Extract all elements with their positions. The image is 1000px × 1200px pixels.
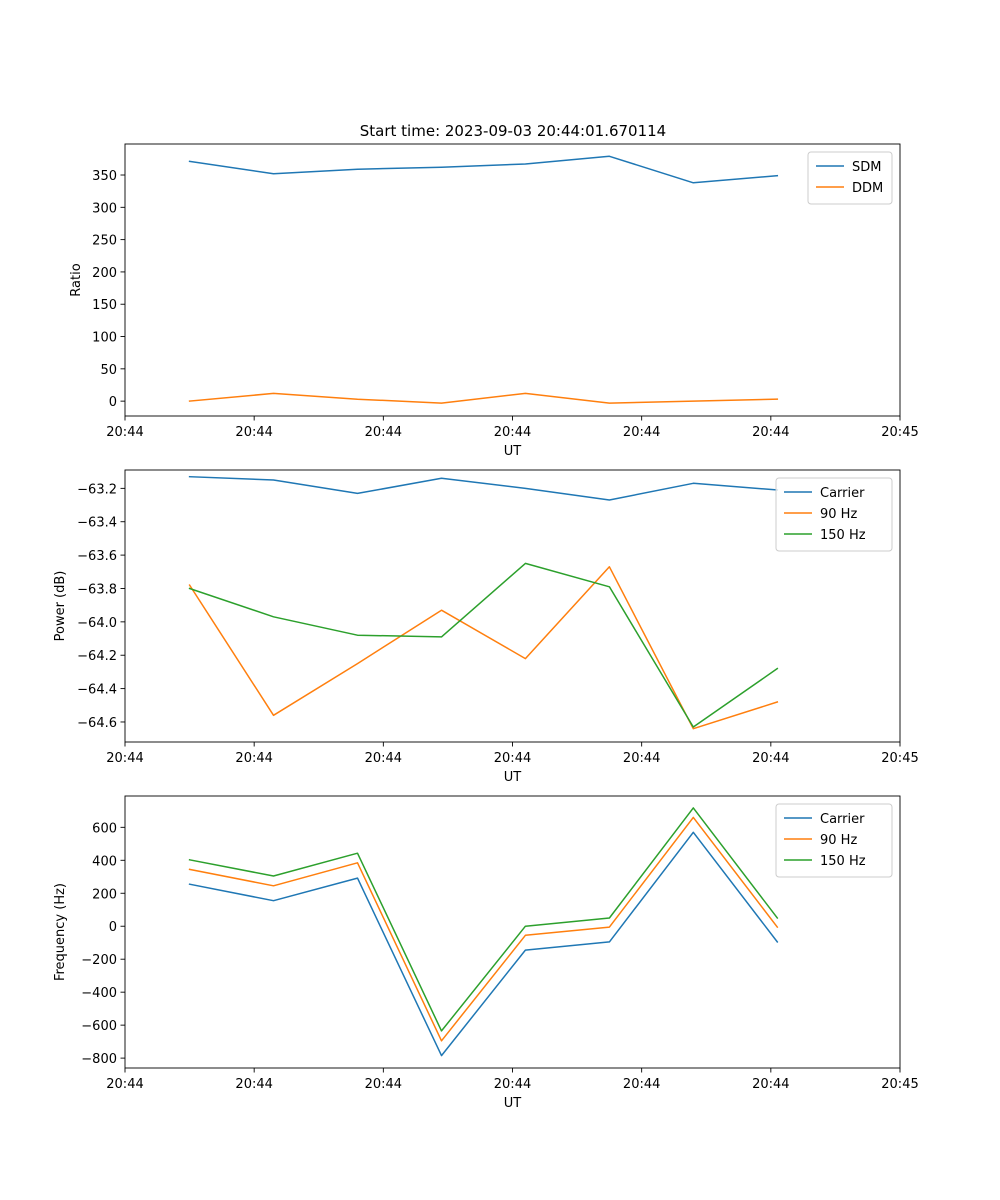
power-series-group: [188, 475, 779, 730]
x-tick-label: 20:44: [365, 751, 402, 766]
frequency-legend: Carrier 90 Hz 150 Hz: [775, 803, 893, 878]
x-axis-label: UT: [504, 770, 522, 785]
x-tick-label: 20:44: [494, 751, 531, 766]
y-tick-label: −200: [81, 953, 117, 968]
y-tick-label: −400: [81, 986, 117, 1001]
legend-label-90-hz: 90 Hz: [820, 507, 857, 522]
y-tick-label: 350: [92, 169, 117, 184]
y-tick-label: 0: [109, 920, 117, 935]
x-tick-label: 20:45: [881, 425, 918, 440]
series-line-90-hz: [188, 566, 779, 730]
y-tick-label: 50: [100, 363, 117, 378]
y-tick-label: −64.4: [77, 683, 117, 698]
series-line-carrier: [188, 831, 779, 1057]
series-line-sdm: [188, 155, 779, 184]
series-line-carrier: [188, 475, 779, 501]
x-tick-label: 20:44: [752, 1077, 789, 1092]
y-tick-label: −63.6: [77, 549, 117, 564]
x-tick-label: 20:44: [106, 425, 143, 440]
legend-box: [775, 803, 893, 878]
x-tick-label: 20:44: [623, 751, 660, 766]
series-line-150-hz: [188, 807, 779, 1032]
power-chart: 20:44 20:44 20:44 20:44 20:44 20:44 20:45 −63.2…: [53, 469, 919, 785]
frequency-series-group: [188, 807, 779, 1057]
x-tick-label: 20:44: [235, 1077, 272, 1092]
y-tick-label: 250: [92, 234, 117, 249]
x-tick-label: 20:45: [881, 751, 918, 766]
y-tick-label: 100: [92, 331, 117, 346]
y-tick-label: 200: [92, 887, 117, 902]
x-tick-label: 20:44: [494, 1077, 531, 1092]
legend-label-sdm: SDM: [852, 160, 881, 175]
x-tick-label: 20:44: [365, 425, 402, 440]
y-tick-label: 400: [92, 854, 117, 869]
ratio-legend: SDM DDM: [807, 151, 893, 205]
ratio-chart: 20:44 20:44 20:44 20:44 20:44 20:44 20:45 0 50 10…: [69, 143, 919, 459]
x-tick-label: 20:44: [623, 425, 660, 440]
x-tick-label: 20:44: [494, 425, 531, 440]
legend-label-150-hz: 150 Hz: [820, 528, 866, 543]
legend-label-150-hz: 150 Hz: [820, 854, 866, 869]
y-tick-label: 200: [92, 266, 117, 281]
x-tick-label: 20:44: [235, 751, 272, 766]
y-tick-label: −64.2: [77, 649, 117, 664]
y-tick-label: −64.0: [77, 616, 117, 631]
legend-box: [807, 151, 893, 205]
y-tick-label: −63.4: [77, 516, 117, 531]
power-legend: Carrier 90 Hz 150 Hz: [775, 477, 893, 552]
y-tick-label: 300: [92, 201, 117, 216]
x-tick-label: 20:44: [106, 751, 143, 766]
y-tick-label: −600: [81, 1019, 117, 1034]
legend-label-90-hz: 90 Hz: [820, 833, 857, 848]
y-tick-label: −63.2: [77, 482, 117, 497]
y-tick-label: −800: [81, 1052, 117, 1067]
x-tick-label: 20:44: [752, 425, 789, 440]
x-tick-label: 20:44: [235, 425, 272, 440]
x-tick-label: 20:44: [623, 1077, 660, 1092]
series-line-90-hz: [188, 816, 779, 1042]
series-line-ddm: [188, 392, 779, 404]
y-tick-label: 600: [92, 821, 117, 836]
y-tick-label: −64.6: [77, 716, 117, 731]
x-tick-label: 20:45: [881, 1077, 918, 1092]
series-line-150-hz: [188, 562, 779, 728]
x-tick-label: 20:44: [365, 1077, 402, 1092]
figure-title: Start time: 2023-09-03 20:44:01.670114: [360, 122, 666, 140]
x-tick-label: 20:44: [106, 1077, 143, 1092]
legend-box: [775, 477, 893, 552]
legend-label-carrier: Carrier: [820, 486, 865, 501]
y-axis-label: Power (dB): [53, 571, 68, 642]
legend-label-carrier: Carrier: [820, 812, 865, 827]
ratio-series-group: [188, 155, 779, 404]
legend-label-ddm: DDM: [852, 181, 883, 196]
frequency-chart: 20:44 20:44 20:44 20:44 20:44 20:44 20:45 600 40…: [53, 795, 919, 1111]
x-axis-label: UT: [504, 444, 522, 459]
x-tick-label: 20:44: [752, 751, 789, 766]
y-axis-label: Ratio: [69, 263, 84, 296]
y-tick-label: −63.8: [77, 582, 117, 597]
x-axis-label: UT: [504, 1096, 522, 1111]
y-tick-label: 0: [109, 395, 117, 410]
y-tick-label: 150: [92, 298, 117, 313]
y-axis-label: Frequency (Hz): [53, 883, 68, 981]
